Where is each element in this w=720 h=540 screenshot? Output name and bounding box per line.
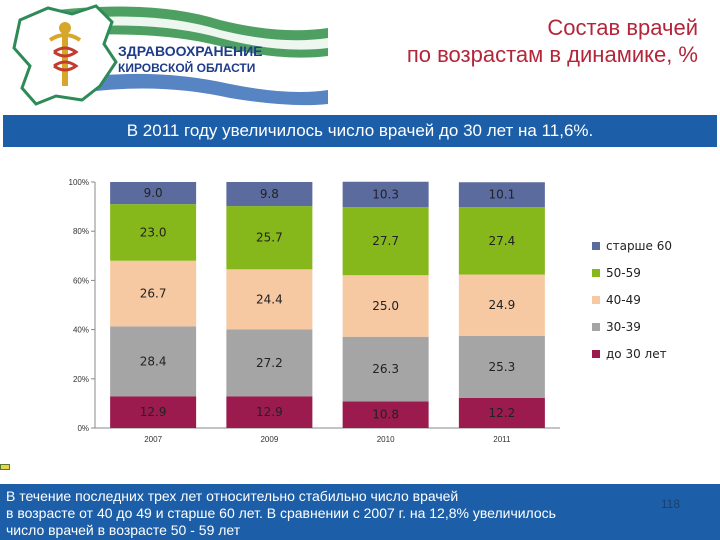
logo-text-line2: КИРОВСКОЙ ОБЛАСТИ: [118, 60, 255, 75]
legend-label: 40-49: [606, 293, 641, 307]
data-label: 12.9: [256, 405, 283, 419]
bar-segment: [458, 182, 545, 208]
bar-segment: [226, 329, 313, 397]
slide-marker: [0, 464, 10, 470]
bar-segment: [458, 207, 545, 275]
legend-swatch: [592, 296, 600, 304]
title-line1: Состав врачей: [547, 15, 698, 40]
data-label: 24.4: [256, 292, 283, 306]
data-label: 12.2: [489, 406, 516, 420]
bar-segment: [110, 326, 197, 397]
data-label: 25.0: [372, 299, 399, 313]
legend-swatch: [592, 350, 600, 358]
bar-segment: [458, 274, 545, 336]
logo-text-line1: ЗДРАВООХРАНЕНИЕ: [118, 43, 262, 59]
x-tick-label: 2009: [260, 435, 278, 444]
data-label: 10.3: [372, 187, 399, 201]
y-tick-label: 60%: [73, 276, 89, 285]
bar-segment: [110, 260, 197, 327]
legend-swatch: [592, 269, 600, 277]
data-label: 27.7: [372, 234, 399, 248]
legend-swatch: [592, 323, 600, 331]
legend-label: старше 60: [606, 239, 672, 253]
data-label: 9.8: [260, 187, 279, 201]
bar-segment: [458, 397, 545, 428]
footer-line1: В течение последних трех лет относительн…: [6, 488, 459, 504]
bar-segment: [342, 401, 429, 428]
data-label: 10.1: [489, 188, 516, 202]
data-label: 24.9: [489, 298, 516, 312]
data-label: 28.4: [140, 354, 167, 368]
data-label: 26.3: [372, 362, 399, 376]
y-tick-label: 100%: [69, 178, 89, 187]
data-label: 23.0: [140, 225, 167, 239]
data-label: 27.2: [256, 356, 283, 370]
y-tick-label: 80%: [73, 227, 89, 236]
page-number: 118: [660, 497, 680, 511]
footer-line2: в возрасте от 40 до 49 и старше 60 лет. …: [6, 505, 556, 521]
x-tick-label: 2011: [493, 435, 511, 444]
data-label: 25.3: [489, 360, 516, 374]
bar-segment: [110, 204, 197, 261]
footer-note: В течение последних трех лет относительн…: [0, 484, 720, 540]
bar-segment: [226, 206, 313, 270]
headline-banner: В 2011 году увеличилось число врачей до …: [3, 115, 717, 147]
legend-label: до 30 лет: [606, 347, 667, 361]
bar-segment: [110, 182, 197, 205]
ribbon-blue-icon: [60, 73, 328, 106]
data-label: 26.7: [140, 287, 167, 301]
bar-segment: [110, 396, 197, 428]
bar-segment: [226, 182, 313, 207]
data-label: 9.0: [144, 186, 163, 200]
y-tick-label: 40%: [73, 326, 89, 335]
y-tick-label: 0%: [77, 424, 89, 433]
x-tick-label: 2010: [377, 435, 395, 444]
legend-label: 30-39: [606, 320, 641, 334]
regional-health-logo: ЗДРАВООХРАНЕНИЕ КИРОВСКОЙ ОБЛАСТИ: [12, 4, 328, 106]
legend-label: 50-59: [606, 266, 641, 280]
data-label: 27.4: [489, 234, 516, 248]
bar-segment: [458, 335, 545, 398]
stacked-bar-chart: 0% 20% 40% 60% 80% 100% 12.9 28.4 26.7 23.0 9.0 200…: [69, 178, 672, 444]
medical-emblem-icon: [48, 22, 82, 86]
legend-swatch: [592, 242, 600, 250]
bar-segment: [342, 181, 429, 208]
page-title: Состав врачей по возрастам в динамике, %: [278, 14, 698, 68]
bar-segment: [342, 336, 429, 402]
bar-segment: [226, 269, 313, 330]
title-line2: по возрастам в динамике, %: [406, 42, 698, 67]
data-label: 12.9: [140, 405, 167, 419]
y-tick-label: 20%: [73, 375, 89, 384]
bar-segment: [342, 275, 429, 337]
x-tick-label: 2007: [144, 435, 162, 444]
bar-segment: [342, 207, 429, 276]
data-label: 25.7: [256, 231, 283, 245]
bar-segment: [226, 396, 313, 428]
data-label: 10.8: [372, 408, 399, 422]
footer-line3: число врачей в возрасте 50 - 59 лет: [6, 522, 241, 538]
